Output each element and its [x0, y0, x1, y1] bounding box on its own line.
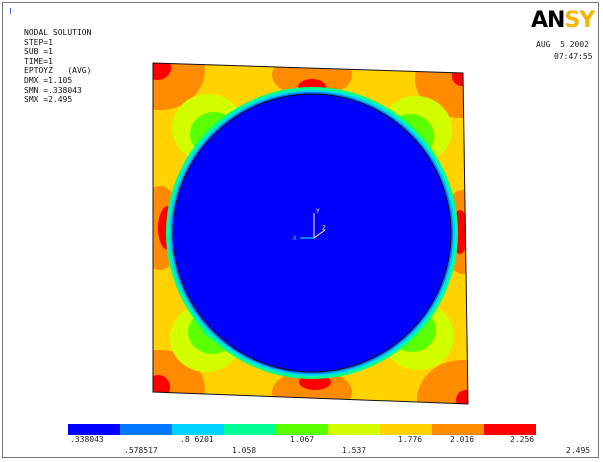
info-step: STEP=1 [24, 37, 53, 47]
info-sub: SUB =1 [24, 47, 53, 57]
legend-color-cell-3 [172, 424, 224, 435]
legend-label-5: 1.067 [290, 435, 315, 444]
legend-color-cell-7 [380, 424, 432, 435]
info-dmx: DMX =1.105 [24, 75, 73, 85]
legend-label-2: .578517 [124, 446, 158, 455]
logo-accent-text: SY [564, 8, 595, 33]
triad-y-label: Y [316, 208, 320, 215]
legend-label-1: .338043 [70, 435, 104, 444]
time-stamp: 07:47:55 [554, 52, 593, 61]
nodal-solution-info: NODAL SOLUTION STEP=1 SUB =1 TIME=1 EPTOYZ (… [24, 28, 91, 105]
legend-label-10: 2.495 [566, 446, 591, 455]
plate-outline [152, 62, 469, 405]
logo-main-text: AN [531, 8, 565, 33]
info-title: NODAL SOLUTION [24, 28, 92, 37]
legend-color-cell-5 [276, 424, 328, 435]
date-stamp: AUG 5 2002 [536, 40, 589, 49]
info-smx: SMX =2.495 [24, 95, 73, 105]
legend-color-cell-2 [120, 424, 172, 435]
ansys-logo: ANSY [531, 8, 603, 34]
triad-z-label: Z [322, 225, 326, 232]
contour-legend [68, 424, 536, 435]
legend-color-cell-9 [484, 424, 536, 435]
inclusion-disc [172, 93, 452, 373]
axis-triad: Y X Z [293, 208, 326, 242]
legend-label-7: 1.776 [398, 435, 423, 444]
legend-color-cell-8 [432, 424, 484, 435]
info-component: EPTOYZ (AVG) [24, 66, 92, 76]
triad-x-label: X [293, 235, 297, 242]
legend-label-9: 2.256 [510, 435, 535, 444]
legend-label-6: 1.537 [342, 446, 367, 455]
legend-label-3: .8 6201 [180, 435, 214, 444]
legend-label-4: 1.058 [232, 446, 257, 455]
info-smn: SMN =.338043 [24, 85, 82, 95]
plate-contour [153, 63, 468, 404]
legend-color-cell-1 [68, 424, 120, 435]
info-time: TIME=1 [24, 56, 53, 66]
legend-color-cell-4 [224, 424, 276, 435]
window-marker [10, 8, 11, 14]
legend-label-8: 2.016 [450, 435, 475, 444]
legend-color-cell-6 [328, 424, 380, 435]
